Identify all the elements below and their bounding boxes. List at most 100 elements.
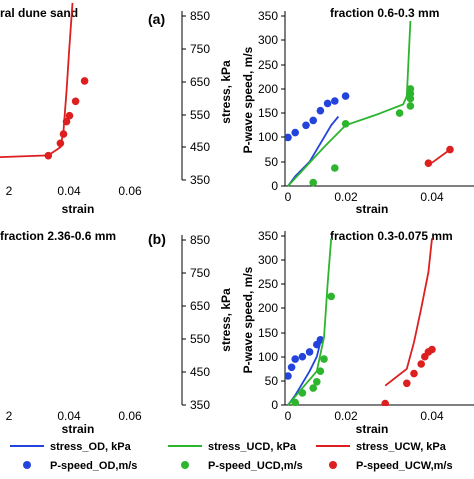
y-tick-label: 350: [258, 9, 278, 23]
data-point-OD: [331, 97, 339, 105]
y-tick-label: 450: [190, 140, 210, 154]
data-point-UCW: [56, 139, 65, 148]
y-tick-label: 150: [258, 326, 278, 340]
series-line-UCD: [287, 238, 333, 406]
x-tick-label: 0.06: [118, 184, 142, 198]
x-tick-label: 0: [285, 409, 292, 423]
data-point-UCW: [403, 379, 411, 388]
y-tick-label: 550: [190, 108, 210, 122]
data-point-OD: [302, 121, 310, 130]
legend-label: P-speed_UCD,m/s: [208, 460, 303, 472]
data-marks: [285, 20, 454, 187]
y-axis-label: stress, kPa: [219, 60, 233, 124]
legend-label: stress_OD, kPa: [50, 441, 132, 453]
data-marks: [0, 2, 89, 160]
y-tick-label: 550: [190, 332, 210, 346]
data-point-UCW: [65, 111, 74, 120]
y-tick-label: 350: [258, 229, 278, 243]
data-point-OD: [309, 116, 318, 125]
legend: stress_OD, kPa stress_UCD, kPa stress_UCW,…: [10, 441, 453, 472]
y-axis-label: stress, kPa: [219, 288, 233, 352]
panel-title: fraction 0.6-0.3 mm: [330, 6, 439, 20]
y-tick-label: 50: [265, 374, 279, 388]
panel-b-left-marks: 350 450 550 650 750 850 2 0.04 0.06: [6, 233, 211, 423]
x-tick-label: 0.02: [334, 190, 358, 204]
y-tick-label: 450: [190, 365, 210, 379]
y-tick-label: 650: [190, 75, 210, 89]
y-tick-label: 350: [190, 173, 210, 187]
y-tick-label: 100: [258, 350, 278, 364]
y-tick-label: 250: [258, 58, 278, 72]
data-point-UCW: [80, 77, 89, 85]
legend-label: P-speed_UCW,m/s: [356, 460, 453, 472]
x-tick-label: 0.06: [118, 409, 142, 423]
legend-marker-swatch: [181, 461, 189, 469]
x-axis-label: strain: [62, 202, 95, 216]
y-tick-label: 0: [271, 398, 278, 412]
data-point-UCW: [410, 369, 418, 378]
data-point-OD: [305, 348, 314, 356]
y-tick-label: 200: [258, 301, 278, 315]
data-point-UCD: [320, 355, 328, 363]
panel-title: fraction 2.36-0.6 mm: [0, 229, 116, 243]
series-line-OD: [287, 115, 340, 187]
x-tick-label: 0.04: [57, 184, 81, 198]
y-tick-label: 300: [258, 33, 278, 47]
data-point-OD: [298, 352, 307, 361]
y-tick-label: 0: [271, 179, 278, 193]
panel-title: fraction 0.3-0.075 mm: [330, 229, 453, 243]
panel-b-left: fraction 2.36-0.6 mm (b) strain P-wave s…: [0, 229, 255, 436]
y-tick-label: 750: [190, 266, 210, 280]
panel-b-right: fraction 0.3-0.075 mm strain stress, kPa…: [219, 229, 474, 436]
x-tick-label: 2: [6, 409, 13, 423]
x-tick-label: 0.04: [57, 409, 81, 423]
data-point-UCD: [309, 384, 318, 392]
y-tick-label: 650: [190, 299, 210, 313]
data-point-UCD: [406, 102, 415, 110]
data-point-UCW: [424, 159, 433, 167]
data-point-UCD: [341, 120, 350, 128]
data-marks: [285, 238, 436, 406]
legend-item: stress_UCW, kPa: [316, 441, 447, 453]
data-point-OD: [291, 128, 300, 137]
legend-item: P-speed_OD,m/s: [23, 460, 137, 472]
data-point-UCD: [291, 398, 299, 406]
x-tick-label: 0.04: [420, 409, 444, 423]
data-point-UCD: [395, 109, 404, 117]
panel-b-right-marks: 0 50 100 150 200 250 300 350 0 0.02 0.04: [258, 229, 474, 423]
data-point-OD: [285, 372, 292, 380]
legend-label: P-speed_OD,m/s: [50, 460, 137, 472]
y2-axis-label: P-wave speed, m/s: [241, 46, 255, 153]
data-point-OD: [323, 99, 332, 108]
legend-item: stress_UCD, kPa: [168, 441, 297, 453]
x-tick-label: 0: [285, 190, 292, 204]
legend-marker-swatch: [329, 461, 337, 469]
y-tick-label: 850: [190, 9, 210, 23]
y2-axis-label: P-wave speed, m/s: [241, 266, 255, 373]
data-point-UCD: [327, 292, 336, 301]
data-point-UCW: [62, 117, 71, 126]
panel-label: (b): [148, 231, 166, 247]
x-tick-label: 0.04: [420, 190, 444, 204]
data-point-UCW: [71, 97, 80, 106]
data-point-UCD: [313, 378, 321, 386]
legend-label: stress_UCW, kPa: [356, 441, 447, 453]
data-point-UCD: [298, 389, 307, 397]
y-tick-label: 750: [190, 42, 210, 56]
y-tick-label: 100: [258, 130, 278, 144]
legend-item: P-speed_UCW,m/s: [329, 460, 453, 472]
legend-item: P-speed_UCD,m/s: [181, 460, 303, 472]
panel-a-right-marks: 0 50 100 150 200 250 300 350 0 0.02 0.04: [258, 9, 474, 204]
data-point-OD: [291, 355, 300, 363]
data-point-UCW: [446, 145, 454, 154]
y-tick-label: 50: [265, 155, 279, 169]
data-point-UCW: [381, 399, 389, 406]
panel-title: ral dune sand: [0, 6, 78, 20]
data-point-UCD: [316, 367, 325, 376]
data-point-OD: [287, 363, 296, 372]
x-axis-label: strain: [356, 422, 389, 436]
x-axis-label: strain: [356, 202, 389, 216]
data-point-UCD: [406, 85, 415, 93]
data-point-UCD: [331, 164, 339, 172]
